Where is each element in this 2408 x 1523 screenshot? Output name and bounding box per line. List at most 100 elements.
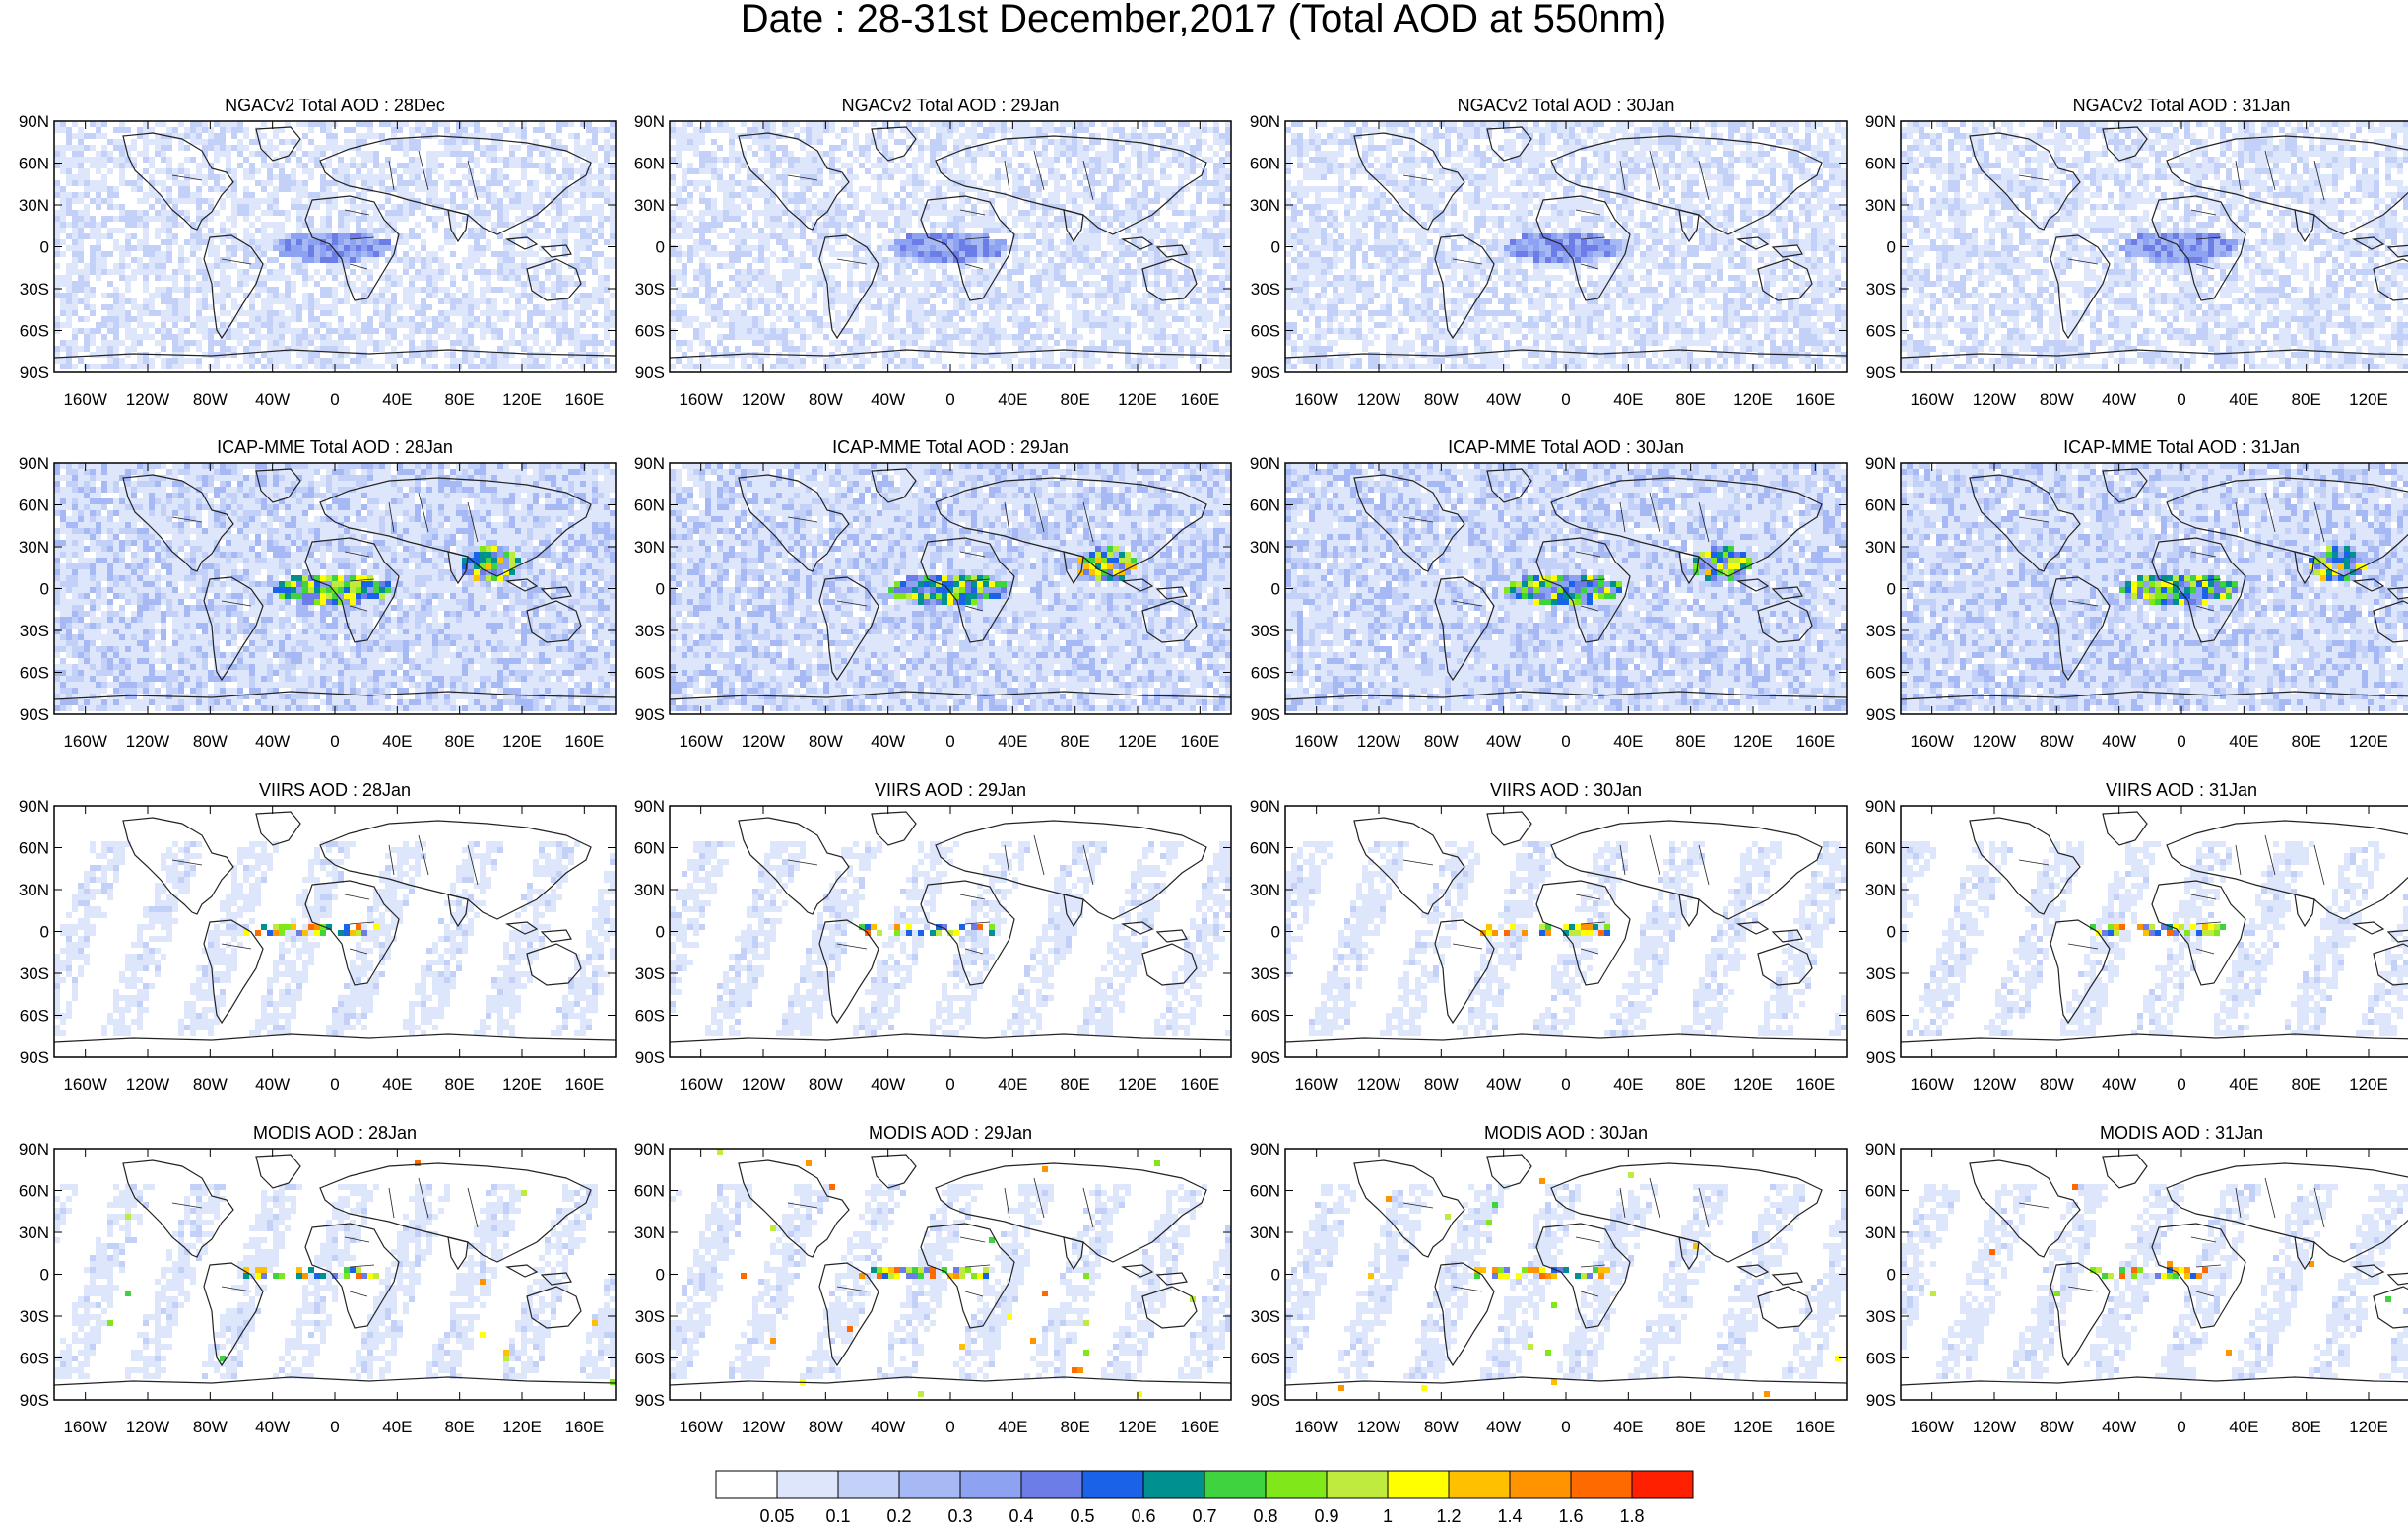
lon-tick-label: 160W xyxy=(1910,390,1953,409)
lon-tick-label: 40E xyxy=(2229,390,2258,409)
lat-tick-label: 90N xyxy=(634,454,665,473)
lat-tick-label: 90N xyxy=(19,454,49,473)
lat-tick-label: 60S xyxy=(20,1350,49,1368)
lon-tick-label: 80E xyxy=(445,390,475,409)
lon-tick-label: 120E xyxy=(1733,1075,1773,1093)
lon-tick-label: 160W xyxy=(63,1418,106,1436)
aod-field xyxy=(1901,463,2408,711)
lat-tick-label: 90S xyxy=(1866,1391,1896,1410)
panel-title: MODIS AOD : 30Jan xyxy=(1484,1123,1648,1143)
lon-tick-label: 40W xyxy=(2102,390,2136,409)
lat-tick-label: 30N xyxy=(634,881,665,899)
lon-tick-label: 80W xyxy=(193,1418,228,1436)
lat-tick-label: 90N xyxy=(1865,454,1896,473)
lat-tick-label: 90S xyxy=(20,705,49,724)
lat-tick-label: 0 xyxy=(1271,238,1280,257)
lon-tick-label: 40W xyxy=(1486,1418,1521,1436)
lon-tick-label: 160W xyxy=(1294,732,1337,751)
lon-tick-label: 120W xyxy=(1357,1418,1400,1436)
lat-tick-label: 90S xyxy=(1251,705,1280,724)
lat-tick-label: 0 xyxy=(40,238,49,257)
lat-tick-label: 60N xyxy=(19,839,49,858)
map-panel: VIIRS AOD : 29Jan 90N 60N 30N 0 30S 60S 90S 160W… xyxy=(634,780,1232,1093)
lat-tick-label: 90S xyxy=(1251,364,1280,382)
lon-tick-label: 80W xyxy=(2040,390,2074,409)
lon-tick-label: 40E xyxy=(382,1075,412,1093)
lat-tick-label: 30S xyxy=(635,622,665,640)
lat-tick-label: 0 xyxy=(656,1266,665,1285)
lat-tick-label: 0 xyxy=(1887,923,1896,942)
lat-tick-label: 30S xyxy=(1251,964,1280,983)
lon-tick-label: 120W xyxy=(742,390,785,409)
aod-field xyxy=(54,1160,616,1385)
lat-tick-label: 90N xyxy=(1250,1140,1280,1159)
lon-tick-label: 40W xyxy=(871,1075,905,1093)
map-panel: NGACv2 Total AOD : 29Jan 90N 60N 30N 0 30S 60S… xyxy=(634,96,1232,409)
lat-tick-label: 30S xyxy=(20,1307,49,1326)
map-panel: MODIS AOD : 31Jan 90N 60N 30N 0 30S 60S 90S 160W… xyxy=(1865,1123,2408,1436)
aod-field xyxy=(670,841,1231,1036)
lon-tick-label: 160E xyxy=(564,732,604,751)
lon-tick-label: 40W xyxy=(2102,732,2136,751)
lon-tick-label: 120W xyxy=(126,732,169,751)
lon-tick-label: 80E xyxy=(2292,1075,2321,1093)
lon-tick-label: 120E xyxy=(1733,732,1773,751)
lon-tick-label: 120W xyxy=(126,1418,169,1436)
lat-tick-label: 60N xyxy=(634,839,665,858)
lat-tick-label: 60N xyxy=(1250,1182,1280,1201)
lon-tick-label: 120W xyxy=(1973,1418,2016,1436)
colorbar-label: 1 xyxy=(1383,1506,1393,1523)
lat-tick-label: 90S xyxy=(1251,1048,1280,1067)
lat-tick-label: 90N xyxy=(1865,112,1896,131)
panel-title: VIIRS AOD : 30Jan xyxy=(1490,780,1642,800)
lon-tick-label: 120W xyxy=(1357,732,1400,751)
lon-tick-label: 160E xyxy=(1180,1075,1219,1093)
lat-tick-label: 60S xyxy=(1251,1007,1280,1026)
lon-tick-label: 40W xyxy=(2102,1075,2136,1093)
lat-tick-label: 60N xyxy=(19,1182,49,1201)
lat-tick-label: 30N xyxy=(634,196,665,215)
colorbar-swatch xyxy=(1387,1470,1450,1499)
lon-tick-label: 80W xyxy=(2040,732,2074,751)
lat-tick-label: 30N xyxy=(1250,196,1280,215)
lon-tick-label: 40E xyxy=(1613,1075,1643,1093)
colorbar-label: 0.05 xyxy=(759,1506,794,1523)
lon-tick-label: 80W xyxy=(193,732,228,751)
lon-tick-label: 40E xyxy=(998,1418,1027,1436)
lat-tick-label: 60N xyxy=(634,497,665,515)
lat-tick-label: 30S xyxy=(1866,964,1896,983)
lon-tick-label: 120E xyxy=(502,1075,542,1093)
lon-tick-label: 80W xyxy=(193,390,228,409)
map-panel: ICAP-MME Total AOD : 28Jan 90N 60N 30N 0 30S 6… xyxy=(19,437,617,751)
colorbar-label: 1.6 xyxy=(1558,1506,1583,1523)
lon-tick-label: 120W xyxy=(742,1075,785,1093)
colorbar-label: 1.4 xyxy=(1497,1506,1522,1523)
lat-tick-label: 60S xyxy=(1251,322,1280,341)
lat-tick-label: 90S xyxy=(1866,705,1896,724)
lat-tick-label: 90N xyxy=(19,112,49,131)
lon-tick-label: 40E xyxy=(1613,1418,1643,1436)
lon-tick-label: 80E xyxy=(1676,732,1706,751)
lat-tick-label: 0 xyxy=(1271,1266,1280,1285)
lat-tick-label: 30S xyxy=(20,964,49,983)
colorbar-swatch xyxy=(959,1470,1022,1499)
map-panel: ICAP-MME Total AOD : 31Jan 90N 60N 30N 0 30S 6… xyxy=(1865,437,2408,751)
lat-tick-label: 90S xyxy=(1251,1391,1280,1410)
lat-tick-label: 30N xyxy=(19,881,49,899)
map-panel: NGACv2 Total AOD : 31Jan 90N 60N 30N 0 30S 60S… xyxy=(1865,96,2408,409)
lon-tick-label: 40W xyxy=(2102,1418,2136,1436)
lon-tick-label: 160W xyxy=(679,1418,722,1436)
lat-tick-label: 90S xyxy=(1866,364,1896,382)
aod-field xyxy=(670,463,1231,711)
colorbar-label: 0.4 xyxy=(1009,1506,1033,1523)
lon-tick-label: 80E xyxy=(1061,1418,1090,1436)
aod-field xyxy=(1285,121,1847,369)
lat-tick-label: 60N xyxy=(1865,497,1896,515)
map-panel: MODIS AOD : 28Jan 90N 60N 30N 0 30S 60S 90S 160W… xyxy=(19,1123,617,1436)
colorbar-label: 0.7 xyxy=(1192,1506,1216,1523)
lat-tick-label: 60S xyxy=(1866,1007,1896,1026)
lon-tick-label: 120E xyxy=(1118,1418,1157,1436)
figure-title: Date : 28-31st December,2017 (Total AOD … xyxy=(741,0,1667,40)
lon-tick-label: 80W xyxy=(2040,1418,2074,1436)
lat-tick-label: 30N xyxy=(19,196,49,215)
